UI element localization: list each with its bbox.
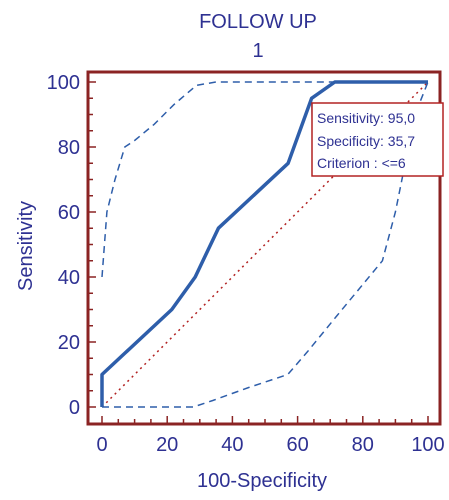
y-tick-label: 40	[58, 267, 80, 289]
x-tick-marks	[101, 416, 429, 424]
y-tick-label: 0	[69, 397, 80, 419]
x-tick-label: 60	[286, 434, 308, 456]
upper-confidence-bound-line	[101, 81, 428, 278]
annotation-line-sensitivity: Sensitivity: 95,0	[317, 110, 415, 126]
y-tick-labels: 0 20 40 60 80 100	[47, 72, 80, 419]
y-tick-marks	[88, 81, 96, 408]
x-tick-label: 100	[411, 434, 444, 456]
y-tick-label: 80	[58, 137, 80, 159]
y-tick-label: 20	[58, 332, 80, 354]
x-tick-labels: 0 20 40 60 80 100	[96, 434, 444, 456]
y-tick-label: 60	[58, 202, 80, 224]
chart-subtitle: 1	[252, 40, 263, 62]
x-tick-label: 20	[156, 434, 178, 456]
y-tick-label: 100	[47, 72, 80, 94]
plot-frame	[86, 70, 442, 426]
annotation-box	[311, 102, 444, 177]
x-tick-label: 40	[221, 434, 243, 456]
annotation-line-specificity: Specificity: 35,7	[317, 133, 415, 149]
x-tick-label: 0	[96, 434, 107, 456]
roc-curve-line	[100, 80, 428, 407]
annotation-line-criterion: Criterion : <=6	[317, 155, 406, 171]
chart-title: FOLLOW UP	[199, 11, 317, 33]
criterion-annotation: Sensitivity: 95,0 Specificity: 35,7 Crit…	[311, 102, 444, 177]
y-axis-label: Sensitivity	[15, 201, 37, 291]
x-tick-label: 80	[352, 434, 374, 456]
x-axis-label: 100-Specificity	[197, 470, 327, 492]
